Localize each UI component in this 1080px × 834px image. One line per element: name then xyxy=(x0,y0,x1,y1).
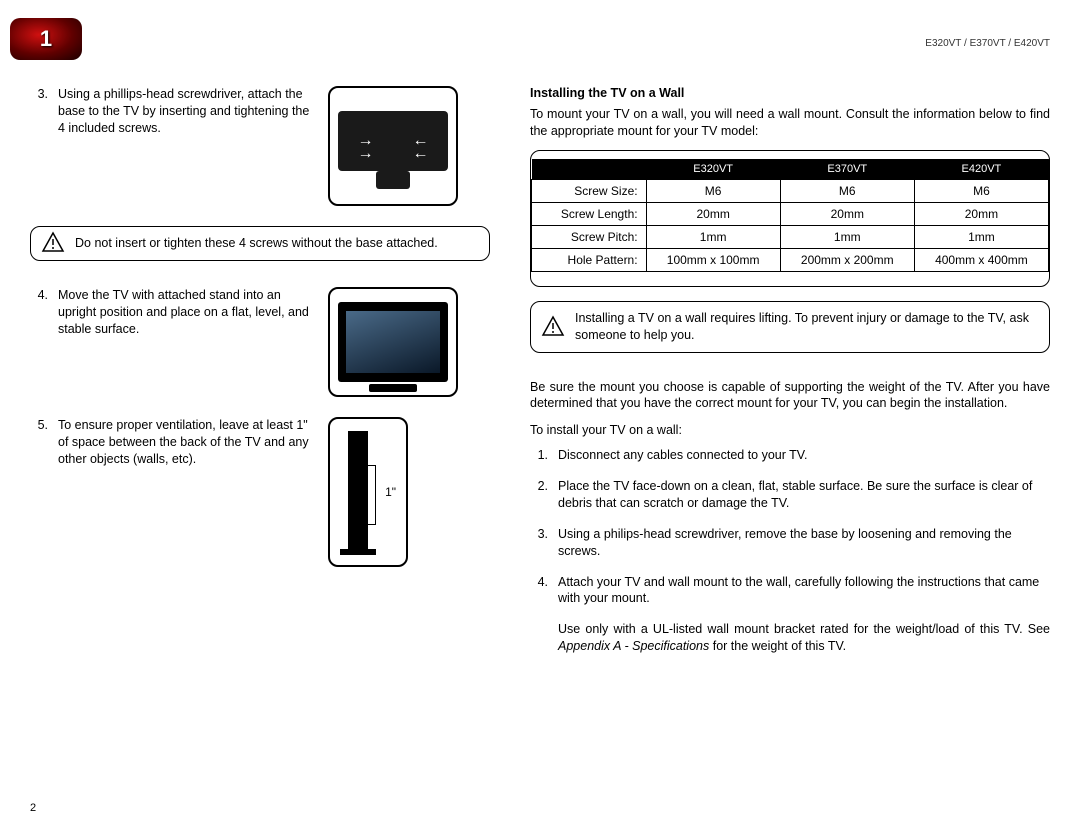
cell: Screw Pitch: xyxy=(532,225,647,248)
table-row: Screw Length: 20mm 20mm 20mm xyxy=(532,202,1049,225)
list-text: Attach your TV and wall mount to the wal… xyxy=(558,574,1050,608)
warning-box-2: Installing a TV on a wall requires lifti… xyxy=(530,301,1050,353)
step-4-text: 4. Move the TV with attached stand into … xyxy=(30,287,310,338)
cell: 100mm x 100mm xyxy=(646,248,780,271)
list-text: Place the TV face-down on a clean, flat,… xyxy=(558,478,1050,512)
intro-paragraph: To mount your TV on a wall, you will nee… xyxy=(530,106,1050,140)
page-number: 2 xyxy=(30,802,36,814)
cell: M6 xyxy=(646,179,780,202)
cell: Hole Pattern: xyxy=(532,248,647,271)
warning-2-text: Installing a TV on a wall requires lifti… xyxy=(575,311,1029,342)
right-column: Installing the TV on a Wall To mount you… xyxy=(530,86,1050,665)
table-header-3: E420VT xyxy=(914,159,1048,180)
cell: 20mm xyxy=(646,202,780,225)
cell: 400mm x 400mm xyxy=(914,248,1048,271)
cell: 1mm xyxy=(780,225,914,248)
list-text: Disconnect any cables connected to your … xyxy=(558,447,807,464)
table-header-row: E320VT E370VT E420VT xyxy=(532,159,1049,180)
cell: M6 xyxy=(914,179,1048,202)
step-5-text: 5. To ensure proper ventilation, leave a… xyxy=(30,417,310,468)
tv-side-illustration xyxy=(348,431,368,551)
figure-tv-upright xyxy=(328,287,458,397)
closing-italic: Appendix A - Specifications xyxy=(558,639,709,653)
step-3-body: Using a phillips-head screwdriver, attac… xyxy=(58,86,310,137)
cell: 20mm xyxy=(914,202,1048,225)
left-column: 3. Using a phillips-head screwdriver, at… xyxy=(30,86,490,665)
list-num: 4. xyxy=(530,574,548,608)
step-3-row: 3. Using a phillips-head screwdriver, at… xyxy=(30,86,490,206)
closing-post: for the weight of this TV. xyxy=(709,639,846,653)
list-item: 3. Using a philips-head screwdriver, remo… xyxy=(530,526,1050,560)
step-4-body: Move the TV with attached stand into an … xyxy=(58,287,310,338)
list-num: 1. xyxy=(530,447,548,464)
list-item: 1. Disconnect any cables connected to you… xyxy=(530,447,1050,464)
step-3-number: 3. xyxy=(30,86,48,137)
step-5-number: 5. xyxy=(30,417,48,468)
closing-paragraph: Use only with a UL-listed wall mount bra… xyxy=(530,621,1050,655)
step-4-row: 4. Move the TV with attached stand into … xyxy=(30,287,490,397)
list-num: 2. xyxy=(530,478,548,512)
cell: 1mm xyxy=(914,225,1048,248)
cell: Screw Length: xyxy=(532,202,647,225)
cell: Screw Size: xyxy=(532,179,647,202)
table-header-2: E370VT xyxy=(780,159,914,180)
cell: 200mm x 200mm xyxy=(780,248,914,271)
tv-back-illustration: →← →← xyxy=(338,111,448,171)
list-text: Using a philips-head screwdriver, remove… xyxy=(558,526,1050,560)
model-header: E320VT / E370VT / E420VT xyxy=(925,38,1050,49)
figure-base-attach: →← →← xyxy=(328,86,458,206)
figure-ventilation-gap: 1" xyxy=(328,417,408,567)
step-5-row: 5. To ensure proper ventilation, leave a… xyxy=(30,417,490,567)
table-header-1: E320VT xyxy=(646,159,780,180)
warning-box-1: Do not insert or tighten these 4 screws … xyxy=(30,226,490,261)
cell: M6 xyxy=(780,179,914,202)
install-steps-list: 1. Disconnect any cables connected to you… xyxy=(530,447,1050,607)
closing-pre: Use only with a UL-listed wall mount bra… xyxy=(558,622,1050,636)
chapter-badge: 1 xyxy=(10,18,82,60)
list-intro: To install your TV on a wall: xyxy=(530,422,1050,439)
list-item: 4. Attach your TV and wall mount to the w… xyxy=(530,574,1050,608)
warning-icon xyxy=(541,315,565,339)
warning-1-text: Do not insert or tighten these 4 screws … xyxy=(75,236,438,250)
tv-front-illustration xyxy=(338,302,448,382)
step-3-text: 3. Using a phillips-head screwdriver, at… xyxy=(30,86,310,137)
section-title-wall: Installing the TV on a Wall xyxy=(530,86,1050,100)
content-columns: 3. Using a phillips-head screwdriver, at… xyxy=(30,86,1050,665)
cell: 1mm xyxy=(646,225,780,248)
list-item: 2. Place the TV face-down on a clean, fla… xyxy=(530,478,1050,512)
table-header-blank xyxy=(532,159,647,180)
gap-bracket xyxy=(368,465,376,525)
warning-icon xyxy=(41,231,65,255)
table-row: Screw Pitch: 1mm 1mm 1mm xyxy=(532,225,1049,248)
spec-table-wrap: E320VT E370VT E420VT Screw Size: M6 M6 M… xyxy=(530,150,1050,287)
step-4-number: 4. xyxy=(30,287,48,338)
cell: 20mm xyxy=(780,202,914,225)
step-5-body: To ensure proper ventilation, leave at l… xyxy=(58,417,310,468)
gap-label: 1" xyxy=(385,485,396,499)
table-row: Hole Pattern: 100mm x 100mm 200mm x 200m… xyxy=(532,248,1049,271)
table-row: Screw Size: M6 M6 M6 xyxy=(532,179,1049,202)
spec-table: E320VT E370VT E420VT Screw Size: M6 M6 M… xyxy=(531,159,1049,272)
after-warning-paragraph: Be sure the mount you choose is capable … xyxy=(530,379,1050,413)
list-num: 3. xyxy=(530,526,548,560)
